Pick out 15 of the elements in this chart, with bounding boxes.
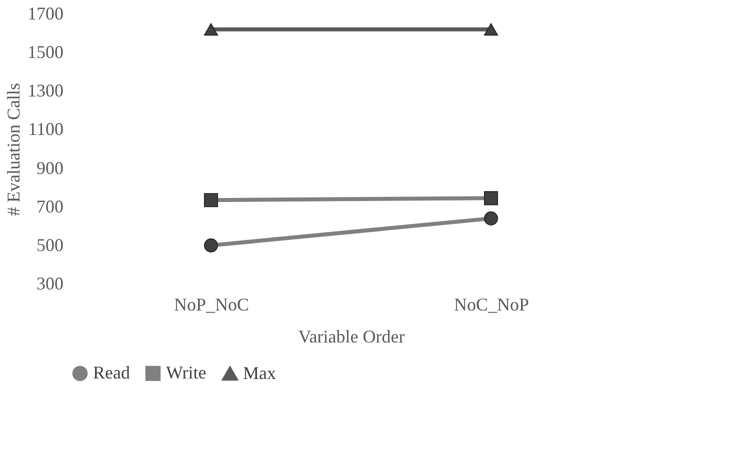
y-tick-label: 1700 bbox=[28, 4, 64, 24]
y-tick-label: 300 bbox=[36, 274, 64, 294]
x-tick-label: NoC_NoP bbox=[454, 294, 530, 314]
y-tick-label: 500 bbox=[36, 234, 64, 255]
x-tick-label: NoP_NoC bbox=[174, 294, 250, 314]
legend-label: Max bbox=[243, 362, 276, 383]
y-tick-label: 1500 bbox=[28, 42, 64, 62]
y-tick-label: 900 bbox=[36, 158, 64, 178]
y-tick-label: 1300 bbox=[28, 80, 64, 101]
legend-label: Read bbox=[93, 362, 130, 382]
x-axis-title: Variable Order bbox=[298, 326, 405, 346]
y-tick-label: 1100 bbox=[28, 119, 64, 140]
legend-label: Write bbox=[166, 362, 206, 382]
y-tick-label: 700 bbox=[36, 196, 64, 216]
y-axis-title: # Evaluation Calls bbox=[4, 83, 24, 216]
